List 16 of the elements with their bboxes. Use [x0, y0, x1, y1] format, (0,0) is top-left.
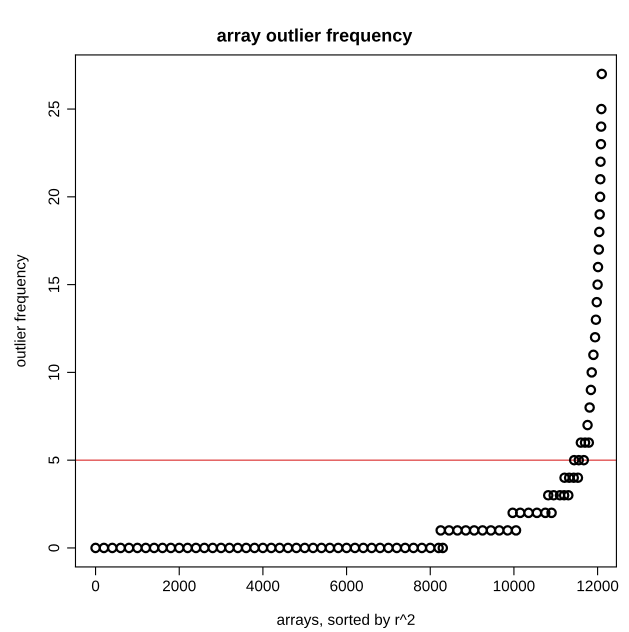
x-tick-label: 2000 — [163, 580, 196, 592]
chart-title: array outlier frequency — [217, 28, 412, 46]
y-tick-label: 25 — [48, 101, 60, 117]
y-tick-label: 15 — [48, 276, 60, 292]
x-axis-title: arrays, sorted by r^2 — [277, 614, 415, 628]
x-tick-label: 0 — [92, 580, 100, 592]
x-tick-label: 4000 — [246, 580, 280, 592]
x-tick-label: 8000 — [414, 580, 447, 592]
y-tick-label: 5 — [48, 456, 60, 464]
x-tick-label: 10000 — [494, 580, 535, 592]
y-tick-label: 20 — [48, 188, 60, 205]
x-tick-label: 6000 — [330, 580, 363, 592]
y-axis-title: outlier frequency — [14, 254, 29, 367]
y-tick-label: 0 — [48, 544, 60, 552]
y-tick-label: 10 — [48, 364, 60, 380]
x-tick-label: 12000 — [578, 580, 618, 592]
